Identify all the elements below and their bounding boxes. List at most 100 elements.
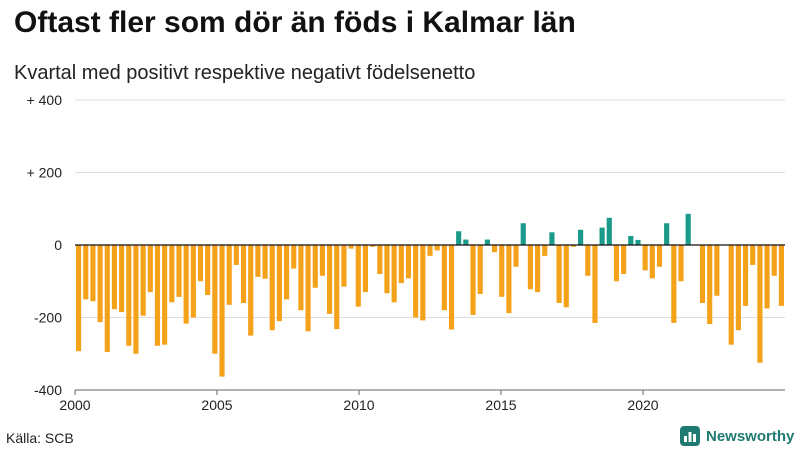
bar-negative	[506, 245, 512, 314]
x-tick-label: 2010	[343, 397, 374, 413]
bar-negative	[90, 245, 96, 302]
bar-negative	[334, 245, 340, 330]
chart-title: Oftast fler som dör än föds i Kalmar län	[14, 6, 576, 39]
bar-negative	[269, 245, 275, 331]
bar-negative	[742, 245, 749, 306]
chart-subtitle: Kvartal med positivt respektive negativt…	[14, 62, 476, 84]
bar-positive	[549, 232, 555, 245]
y-tick-label: -200	[34, 310, 62, 326]
bar-positive	[664, 223, 670, 245]
y-tick-label: + 200	[27, 165, 63, 181]
bar-negative	[448, 245, 455, 330]
bars	[76, 213, 784, 377]
bar-negative	[190, 245, 196, 318]
bar-negative	[205, 245, 211, 296]
y-tick-label: -400	[34, 382, 62, 398]
bar-negative	[183, 245, 189, 324]
bar-negative	[420, 245, 426, 321]
bar-negative	[154, 245, 161, 346]
bar-negative	[111, 245, 118, 310]
x-tick-label: 2020	[627, 397, 658, 413]
bar-negative	[126, 245, 132, 346]
bar-negative	[233, 245, 239, 265]
bar-positive	[599, 227, 605, 245]
brand-logo[interactable]: Newsworthy	[680, 426, 794, 446]
bar-positive	[578, 229, 584, 245]
bar-negative	[219, 245, 225, 377]
bar-negative	[585, 245, 591, 276]
bar-negative	[771, 245, 777, 276]
bar-negative	[649, 245, 655, 279]
bar-negative	[621, 245, 627, 274]
bar-negative	[513, 245, 519, 267]
bar-positive	[635, 239, 641, 245]
bar-negative	[97, 245, 103, 323]
bar-negative	[197, 245, 204, 282]
bar-negative	[735, 245, 741, 331]
bar-negative	[470, 245, 476, 315]
bar-negative	[527, 245, 533, 290]
x-tick-label: 2005	[201, 397, 232, 413]
x-tick-label: 2000	[59, 397, 90, 413]
bar-positive	[456, 231, 462, 245]
bar-negative	[613, 245, 620, 282]
bar-negative	[656, 245, 663, 267]
bar-negative	[298, 245, 304, 311]
bar-negative	[212, 245, 218, 354]
bar-negative	[305, 245, 311, 332]
bar-negative	[147, 245, 153, 293]
bar-positive	[685, 213, 691, 245]
bar-negative	[592, 245, 598, 323]
bar-negative	[707, 245, 713, 325]
bar-negative	[119, 245, 125, 313]
bar-negative	[491, 245, 498, 253]
bar-positive	[606, 217, 612, 245]
bar-negative	[778, 245, 784, 306]
y-tick-label: 0	[54, 237, 62, 253]
bar-negative	[248, 245, 254, 336]
bar-negative	[534, 245, 541, 293]
bar-negative	[283, 245, 290, 300]
bar-negative	[678, 245, 684, 282]
bar-negative	[83, 245, 89, 300]
bar-negative	[140, 245, 146, 316]
bar-negative	[226, 245, 232, 305]
bar-negative	[477, 245, 483, 294]
bar-negative	[714, 245, 720, 296]
source-note: Källa: SCB	[6, 430, 74, 446]
bar-negative	[556, 245, 562, 303]
bar-negative	[728, 245, 734, 345]
bar-negative	[699, 245, 706, 303]
bar-negative	[434, 245, 440, 251]
bar-negative	[441, 245, 447, 311]
bar-negative	[348, 245, 354, 249]
bar-positive	[520, 223, 526, 245]
bar-negative	[405, 245, 412, 279]
bar-negative	[570, 245, 577, 247]
x-axis-ticks: 2000 2005 2010 2015 2020	[59, 390, 659, 413]
bar-negative	[642, 245, 648, 271]
bar-negative	[764, 245, 770, 309]
brand-name: Newsworthy	[706, 427, 795, 445]
bar-negative	[76, 245, 82, 352]
bar-negative	[499, 245, 505, 297]
bar-negative	[671, 245, 677, 323]
bar-negative	[370, 245, 376, 247]
bar-negative	[312, 245, 318, 288]
bar-negative	[384, 245, 390, 294]
bar-negative	[750, 245, 756, 265]
bar-positive	[484, 239, 490, 245]
bar-negative	[413, 245, 419, 318]
y-tick-label: + 400	[27, 92, 63, 108]
bar-negative	[563, 245, 569, 308]
bar-negative	[427, 245, 433, 256]
bar-negative	[377, 245, 383, 274]
bar-negative	[327, 245, 333, 314]
bar-negative	[291, 245, 297, 269]
bar-negative	[362, 245, 369, 293]
bar-negative	[255, 245, 261, 277]
bar-negative	[355, 245, 361, 307]
newsworthy-logo-icon	[680, 426, 700, 446]
bar-negative	[542, 245, 548, 256]
